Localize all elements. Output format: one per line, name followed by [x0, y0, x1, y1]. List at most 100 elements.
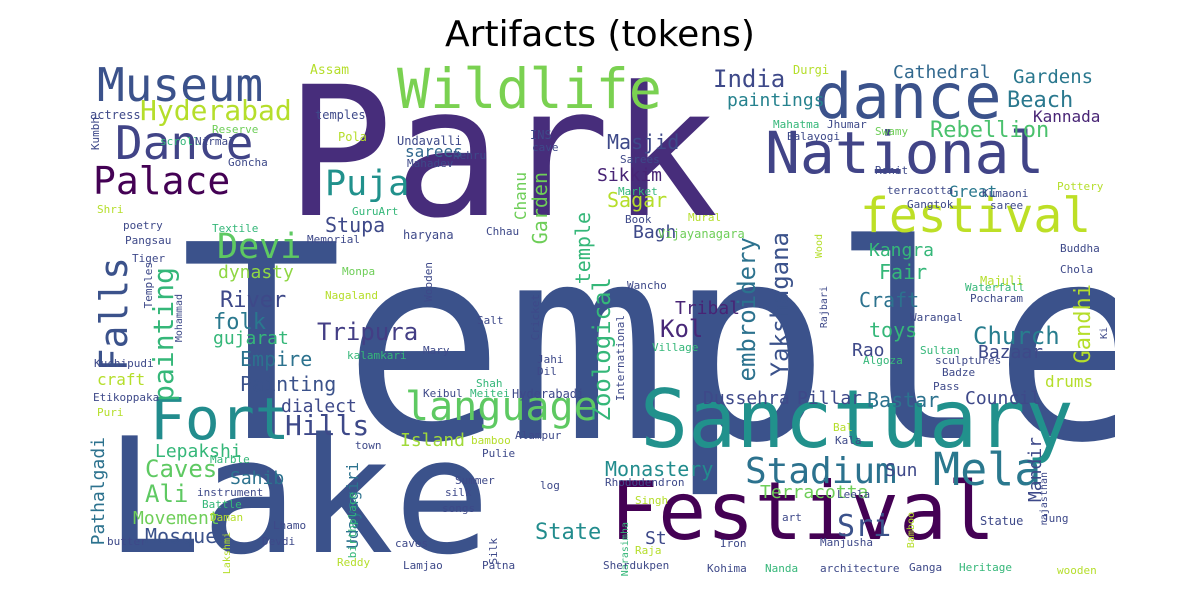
word-mary: Mary — [423, 344, 450, 357]
word-ins: INS — [530, 128, 552, 142]
word-bagh: Bagh — [633, 222, 677, 243]
word-wooden: Wooden — [422, 262, 435, 302]
word-rhododendron: Rhododendron — [605, 476, 685, 489]
word-sherdukpen: Sherdukpen — [603, 559, 670, 572]
word-masjid: Masjid — [607, 130, 680, 154]
word-shah: Shah — [476, 377, 503, 390]
word-wood: Wood — [814, 234, 825, 259]
word-gujarat: gujarat — [213, 328, 289, 349]
word-sun: Sun — [885, 460, 918, 481]
word-singh: Singh — [635, 494, 669, 507]
word-mosque: Mosque — [145, 524, 218, 548]
word-terracotta: Terracotta — [760, 482, 869, 503]
word-kol: Kol — [660, 315, 704, 343]
word-bazaar: Bazaar — [978, 342, 1044, 363]
word-chhau: Chhau — [486, 225, 520, 238]
word-kumaoni: Kumaoni — [982, 187, 1029, 200]
word-temple: temple — [571, 212, 595, 285]
word-sarees: sarees — [405, 142, 463, 161]
word-tribal: Tribal — [675, 298, 741, 319]
word-songs: songs — [442, 502, 476, 515]
word-lhamo: Lhamo — [273, 519, 307, 532]
word-art: art — [782, 511, 802, 524]
word-temples: temples — [315, 108, 366, 122]
word-scroll: scroll — [160, 135, 200, 148]
word-hyderabad: Hyderabad — [140, 94, 292, 127]
word-gandhi: Gandhi — [1071, 284, 1096, 364]
word-butter: butter — [107, 535, 147, 548]
word-fort: Fort — [150, 385, 290, 453]
word-dil: Dil — [537, 365, 557, 378]
word-ali: Ali — [145, 480, 189, 508]
word-dussehra: Dussehra — [703, 388, 790, 409]
word-silk: silk — [445, 486, 472, 499]
word-park: Park — [285, 62, 719, 258]
word-rajbari: Rajbari — [819, 286, 830, 329]
word-chola: Chola — [1060, 263, 1094, 276]
word-ki: Ki — [1099, 327, 1110, 340]
word-sarees: Sarees — [620, 153, 660, 166]
word-paintings: paintings — [727, 90, 825, 111]
word-memorial: Memorial — [307, 233, 360, 246]
word-dance: Dance — [115, 116, 254, 170]
word-heritage: Heritage — [959, 561, 1012, 574]
word-actress: actress — [90, 108, 141, 122]
word-guruart: GuruArt — [352, 205, 399, 218]
word-cathedral: Cathedral — [893, 62, 991, 83]
word-balayogi: Balayogi — [787, 130, 840, 143]
word-swamy: Swamy — [875, 125, 909, 138]
word-reserve: Reserve — [212, 123, 259, 136]
word-kuchipudi: Kuchipudi — [94, 357, 154, 370]
word-summer: Summer — [455, 474, 495, 487]
word-lake: Lake — [105, 403, 491, 582]
word-jhumar: Jhumar — [827, 118, 867, 131]
word-kohima: Kohima — [707, 562, 747, 575]
word-dialect: dialect — [281, 396, 357, 417]
word-mahatma: Mahatma — [773, 118, 820, 131]
word-haryana: haryana — [403, 228, 454, 242]
word-craft: Craft — [859, 288, 920, 312]
word-chanu: Chanu — [511, 172, 530, 221]
word-salt: Salt — [477, 314, 504, 327]
word-river: River — [220, 288, 287, 313]
word-state: State — [535, 520, 602, 545]
word-kala: Kala — [835, 434, 862, 447]
word-assam: Assam — [310, 63, 350, 78]
word-wancho: Wancho — [627, 279, 667, 292]
word-monpa: Monpa — [342, 265, 376, 278]
word-council: Council — [965, 388, 1041, 409]
word-mahadev: Mahadev — [407, 157, 454, 170]
word-waterfall: Waterfall — [965, 281, 1025, 294]
word-bamboo: bamboo — [471, 434, 511, 447]
word-badze: Badze — [942, 366, 976, 379]
word-sculptures: sculptures — [935, 354, 1002, 367]
word-nirmal: Nirmal — [195, 135, 235, 148]
word-kumbh: Kumbh — [89, 117, 102, 151]
word-hyderabadi: Hyderabadi — [512, 387, 585, 401]
word-craft: craft — [97, 370, 146, 389]
word-temples: Temples — [142, 262, 155, 309]
word-battle: Battle — [202, 498, 242, 511]
word-ganga: Ganga — [909, 561, 943, 574]
word-iron: Iron — [720, 537, 747, 550]
word-nagaland: Nagaland — [325, 289, 378, 302]
word-pass: Pass — [933, 380, 960, 393]
word-great: Great — [949, 182, 998, 201]
word-toys: toys — [869, 318, 918, 342]
word-gardens: Gardens — [1013, 66, 1094, 88]
word-painting: Painting — [240, 372, 337, 396]
word-palace: Palace — [93, 159, 231, 203]
word-marble: Marble — [210, 453, 250, 466]
word-bal: Bal — [833, 421, 853, 434]
word-lepakshi: Lepakshi — [155, 441, 242, 462]
word-statue: Statue — [980, 514, 1024, 528]
word-beach: Beach — [1007, 88, 1074, 113]
word-sagar: Sagar — [607, 188, 668, 212]
word-log: log — [540, 479, 560, 492]
word-sikkim: Sikkim — [597, 165, 663, 186]
word-lamjao: Lamjao — [403, 559, 443, 572]
word-sri: Sri — [837, 509, 892, 544]
word-reddy: Reddy — [337, 556, 371, 569]
word-festival: festival — [860, 188, 1092, 244]
word-rebellion: Rebellion — [930, 118, 1050, 143]
